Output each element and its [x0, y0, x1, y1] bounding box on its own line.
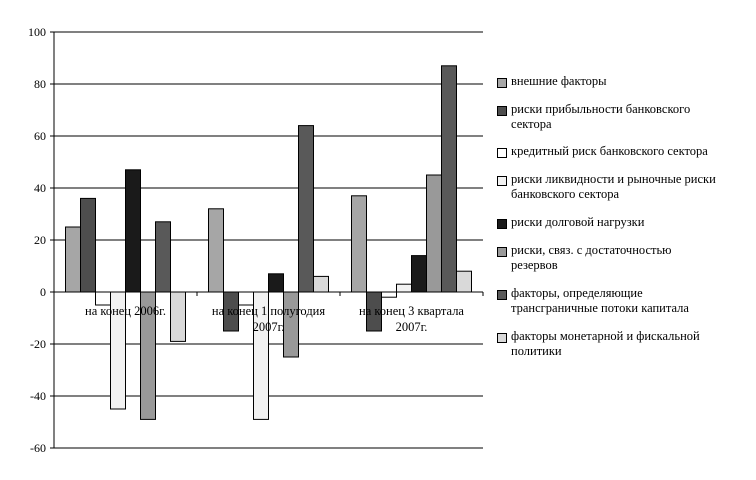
category-label: на конец 3 квартала 2007г. — [359, 304, 464, 334]
bar — [283, 291, 299, 358]
bar — [396, 283, 412, 293]
y-tick-label: 60 — [34, 129, 46, 143]
legend-label: факторы, определяющие трансграничные пото… — [511, 286, 689, 315]
category-labels: на конец 2006г. на конец 1 полугодия 2007г… — [85, 304, 464, 334]
category-label: на конец 2006г. — [85, 304, 166, 318]
bar — [208, 208, 224, 293]
legend-item: риски долговой нагрузки — [497, 215, 753, 230]
legend-label: кредитный риск банковского сектора — [511, 144, 708, 158]
bar — [268, 273, 284, 293]
legend-swatch — [497, 176, 507, 186]
bar — [411, 255, 427, 293]
bar — [381, 291, 397, 298]
legend-swatch — [497, 333, 507, 343]
bars — [65, 65, 472, 420]
y-axis-ticks: 100 80 60 40 20 0 -20 -40 -60 — [28, 25, 54, 455]
y-tick-label: 40 — [34, 181, 46, 195]
legend-label: факторы монетарной и фискальной политики — [511, 329, 700, 358]
legend-swatch — [497, 78, 507, 88]
bar — [298, 125, 314, 293]
y-tick-label: 100 — [28, 25, 46, 39]
legend-swatch — [497, 219, 507, 229]
legend-item: факторы монетарной и фискальной политики — [497, 329, 753, 359]
bar — [351, 195, 367, 293]
bar — [313, 275, 329, 293]
category-label: на конец 1 полугодия 2007г. — [212, 304, 325, 334]
bar — [155, 221, 171, 293]
bar — [456, 270, 472, 293]
legend-label: риски прибыльности банковского сектора — [511, 102, 691, 131]
legend-swatch — [497, 148, 507, 158]
y-tick-label: 20 — [34, 233, 46, 247]
legend-item: риски, связ. с достаточностью резервов — [497, 243, 753, 273]
bar — [426, 174, 442, 293]
bar — [80, 197, 96, 293]
legend-item: внешние факторы — [497, 74, 753, 89]
legend-label: риски, связ. с достаточностью резервов — [511, 243, 672, 272]
y-tick-label: 0 — [40, 285, 46, 299]
bar — [170, 291, 186, 342]
legend-swatch — [497, 106, 507, 116]
y-tick-label: -60 — [30, 441, 46, 455]
legend-swatch — [497, 290, 507, 300]
legend-item: риски ликвидности и рыночные риски банков… — [497, 172, 753, 202]
legend-label: риски долговой нагрузки — [511, 215, 645, 229]
bar — [125, 169, 141, 293]
bar — [441, 65, 457, 293]
legend: внешние факторы риски прибыльности банков… — [497, 74, 753, 359]
y-tick-label: 80 — [34, 77, 46, 91]
axes — [53, 32, 484, 448]
legend-label: внешние факторы — [511, 74, 607, 88]
y-tick-label: -40 — [30, 389, 46, 403]
legend-swatch — [497, 247, 507, 257]
legend-item: риски прибыльности банковского сектора — [497, 102, 753, 132]
legend-item: кредитный риск банковского сектора — [497, 144, 753, 159]
y-tick-label: -20 — [30, 337, 46, 351]
bar — [65, 226, 81, 293]
legend-item: факторы, определяющие трансграничные пото… — [497, 286, 753, 316]
legend-label: риски ликвидности и рыночные риски банков… — [511, 172, 716, 201]
